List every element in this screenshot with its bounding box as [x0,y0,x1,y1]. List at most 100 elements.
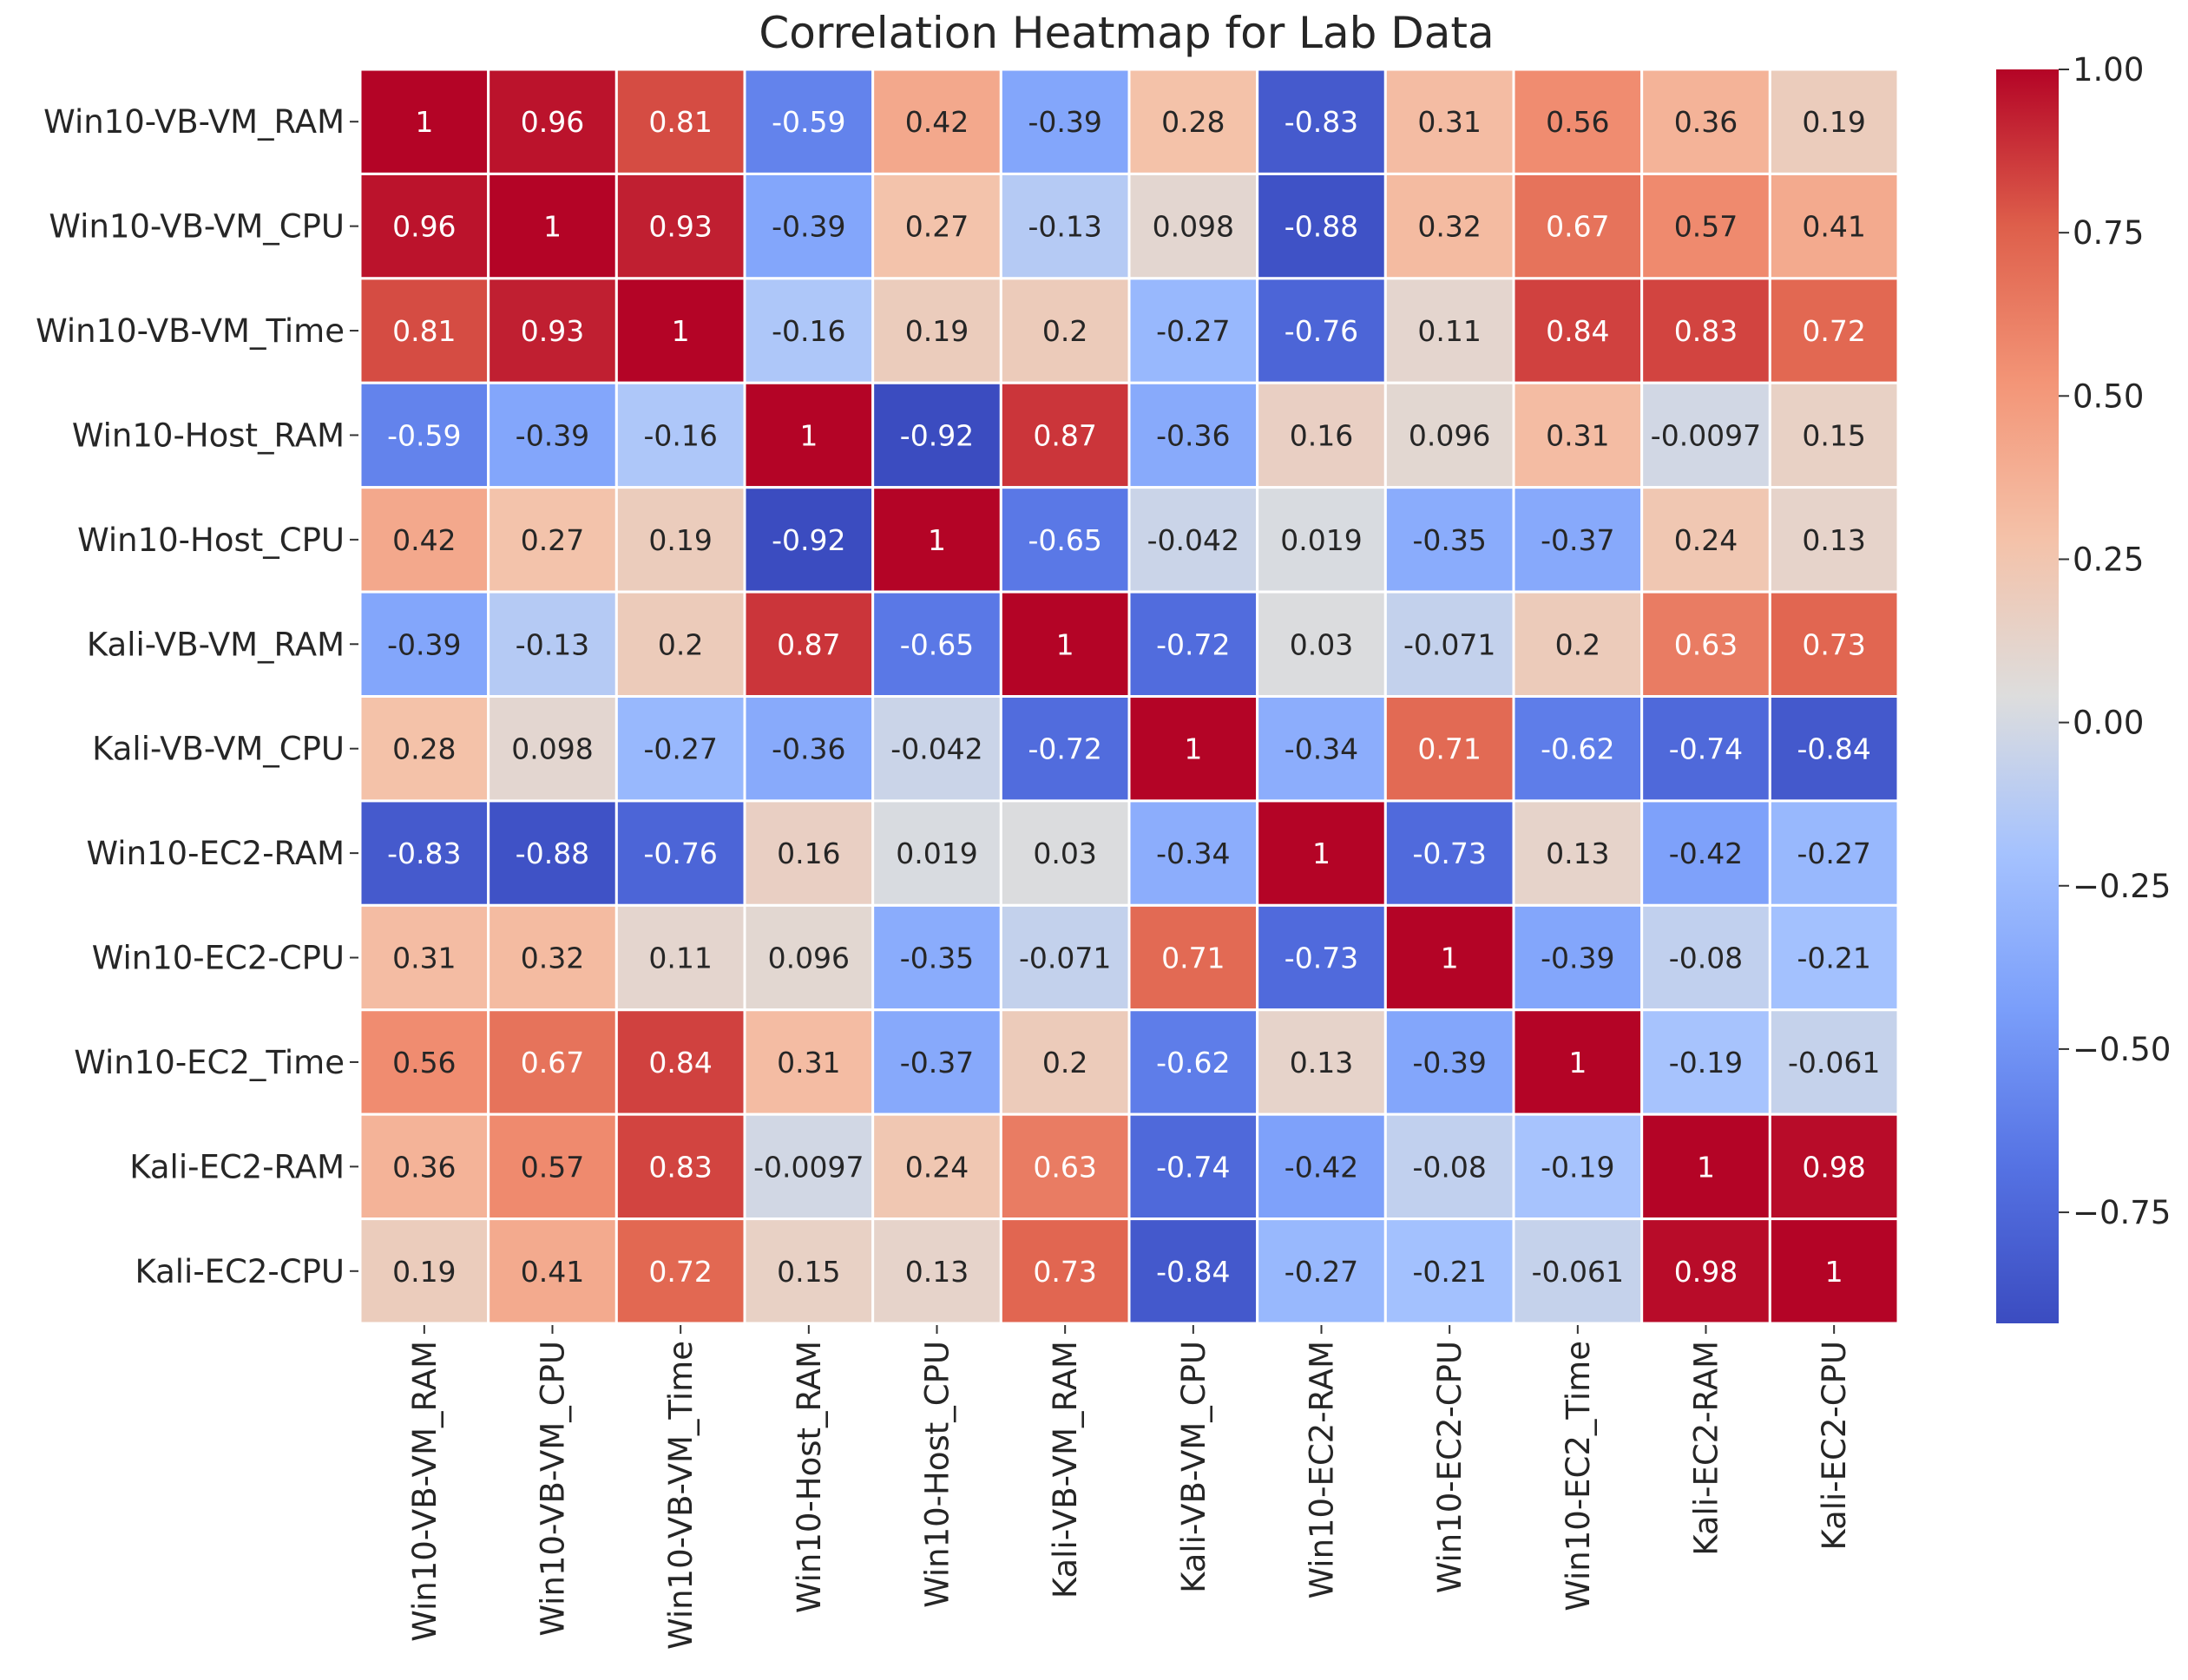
colorbar-tick-label: 1.00 [2073,51,2144,89]
cell-value-label: -0.061 [1788,1046,1880,1080]
cell-value-label: -0.21 [1797,942,1870,975]
heatmap-cell [614,381,746,489]
row-labels: Win10-VB-VM_RAM Win10-VB-VM_CPU Win10-VB-V… [36,103,358,1290]
cell-value-label: 0.03 [1033,837,1096,870]
heatmap-cell [1768,68,1900,175]
cell-value-label: 0.96 [392,210,456,244]
cell-value-label: 0.019 [1280,523,1362,557]
cell-value-label: -0.36 [1156,418,1230,452]
cell-value-label: 0.96 [521,105,584,139]
cell-value-label: 0.15 [1802,418,1865,452]
row-label: Win10-EC2-CPU [92,940,345,977]
heatmap-cell [743,381,875,489]
cell-value-label: 0.42 [392,523,456,557]
heatmap-cell [1127,590,1259,698]
column-label: Kali-VB-VM_RAM [1047,1341,1084,1598]
cell-value-label: -0.21 [1412,1255,1486,1289]
heatmap-cell [1768,381,1900,489]
cell-value-label: 0.096 [768,942,850,975]
cell-value-label: 0.11 [1417,314,1481,348]
cell-value-label: -0.39 [1412,1046,1486,1080]
cell-value-label: 0.63 [1674,627,1738,661]
colorbar-tick-label: 0.25 [2073,541,2144,578]
cell-value-label: 0.098 [511,732,593,766]
colorbar-tick-label: −0.50 [2073,1031,2171,1068]
cell-value-label: -0.08 [1669,942,1743,975]
heatmap-cell [358,68,490,175]
heatmap-cell [1512,1008,1644,1116]
cell-value-label: -0.84 [1797,732,1870,766]
cell-value-label: 0.56 [392,1046,456,1080]
row-label: Kali-VB-VM_RAM [87,626,345,663]
heatmap-cell [1256,486,1387,594]
heatmap-cell [999,68,1131,175]
heatmap-grid: 1 0.96 0.81 -0.59 0.42 -0.39 0.28 -0.83 0.31 0.56… [358,68,1900,1325]
heatmap-cell [1640,695,1771,803]
column-label: Win10-Host_CPU [919,1341,956,1608]
heatmap-cell [999,486,1131,594]
cell-value-label: -0.34 [1285,732,1358,766]
cell-value-label: -0.13 [516,627,589,661]
colorbar-tick-label: 0.75 [2073,214,2144,252]
column-labels: Win10-VB-VM_RAM Win10-VB-VM_CPU Win10-VB-V… [406,1325,1853,1650]
cell-value-label: -0.35 [1412,523,1486,557]
row-label: Kali-VB-VM_CPU [92,731,345,768]
cell-value-label: 0.83 [648,1150,712,1184]
heatmap-cell [871,277,1002,384]
heatmap-cell [1768,590,1900,698]
heatmap-cell [999,381,1131,489]
heatmap-cell [999,903,1131,1012]
heatmap-cell [1640,799,1771,907]
cell-value-label: -0.39 [387,627,461,661]
heatmap-cell [1256,172,1387,280]
cell-value-label: 1 [1441,942,1459,975]
cell-value-label: 0.41 [1802,210,1865,244]
row-label: Win10-VB-VM_Time [36,312,345,350]
heatmap-cell [871,1217,1002,1325]
heatmap-cell [1640,1112,1771,1221]
cell-value-label: -0.59 [772,105,845,139]
cell-value-label: -0.071 [1019,942,1111,975]
cell-value-label: 0.57 [1674,210,1738,244]
cell-value-label: -0.19 [1541,1150,1614,1184]
cell-value-label: -0.0097 [753,1150,864,1184]
heatmap-cell [999,590,1131,698]
cell-value-label: 0.73 [1802,627,1865,661]
column-label: Kali-EC2-RAM [1688,1341,1725,1556]
heatmap-cell [1127,1217,1259,1325]
heatmap-cell [1127,695,1259,803]
heatmap-cell [743,695,875,803]
heatmap-cell [614,903,746,1012]
heatmap-cell [1768,903,1900,1012]
cell-value-label: -0.42 [1669,837,1743,870]
heatmap-cell [1512,1217,1644,1325]
cell-value-label: 0.28 [1161,105,1225,139]
cell-value-label: -0.16 [772,314,845,348]
heatmap-cell [1640,381,1771,489]
row-label: Win10-VB-VM_CPU [49,208,345,246]
heatmap-cell [487,68,618,175]
cell-value-label: -0.0097 [1651,418,1761,452]
cell-value-label: -0.27 [1285,1255,1358,1289]
cell-value-label: -0.37 [1541,523,1614,557]
colorbar-gradient [1996,69,2059,1323]
heatmap-cell [487,695,618,803]
heatmap-cell [1768,1008,1900,1116]
heatmap-cell [871,172,1002,280]
heatmap-cell [1127,172,1259,280]
cell-value-label: 0.84 [648,1046,712,1080]
heatmap-cell [743,1112,875,1221]
cell-value-label: 1 [543,210,562,244]
cell-value-label: -0.071 [1403,627,1495,661]
chart-title: Correlation Heatmap for Lab Data [759,8,1494,58]
colorbar-tick-label: 0.00 [2073,705,2144,742]
heatmap-cell [1512,68,1644,175]
heatmap-cell [1127,1008,1259,1116]
row-label: Kali-EC2-RAM [129,1148,345,1185]
row-label: Win10-Host_CPU [77,522,345,559]
heatmap-cell [1768,277,1900,384]
colorbar: 1.00 0.75 0.50 0.25 0.00 −0.25 −0.50 −0.75 [1996,51,2171,1323]
heatmap-cell [487,903,618,1012]
cell-value-label: 0.28 [392,732,456,766]
